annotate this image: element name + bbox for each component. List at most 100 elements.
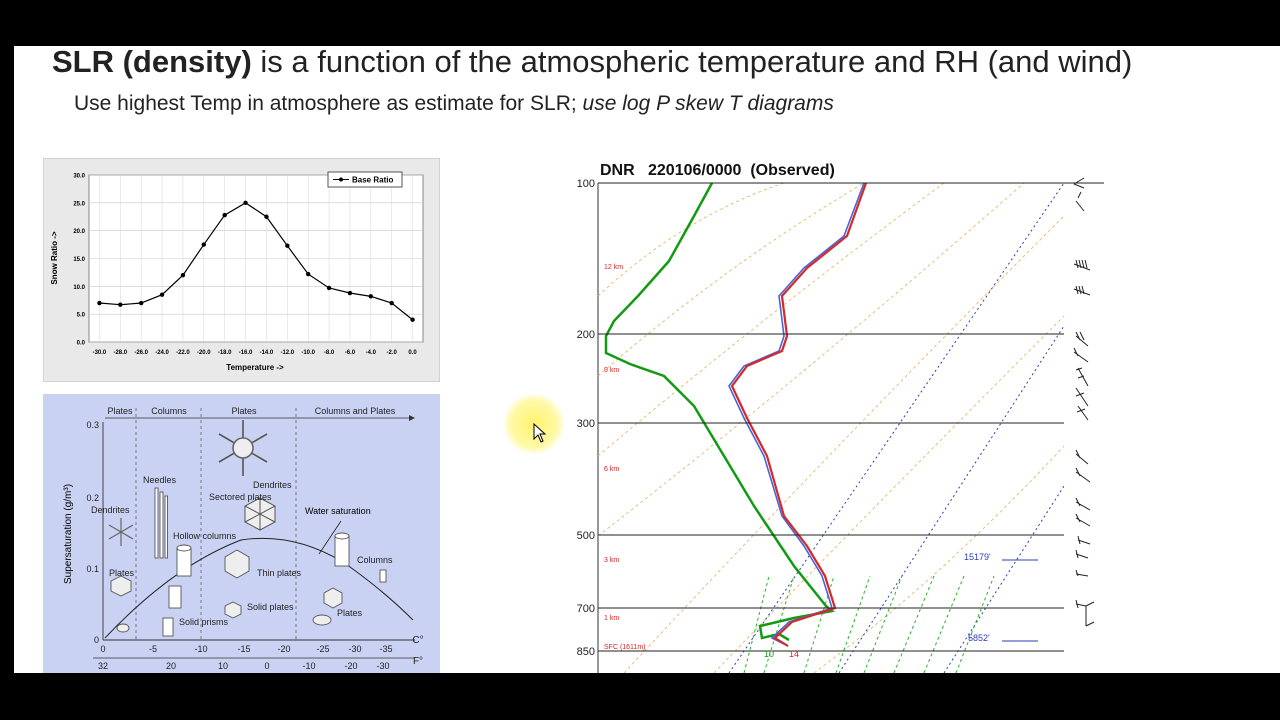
f-tick-0: 0 — [264, 661, 269, 671]
temperature-profile-blue — [728, 183, 865, 647]
h-6km: 6 km — [604, 466, 619, 473]
snow-x-tick: -4.0 — [366, 350, 377, 356]
freezing-height-2: 5852' — [968, 633, 990, 643]
regime-columns-and-plates: Columns and Plates — [315, 406, 396, 416]
dendrite-small-icon — [108, 518, 134, 546]
plate-icon-1 — [110, 575, 132, 597]
solid-plate-icon — [224, 601, 242, 619]
snow-y-tick: 15.0 — [73, 257, 85, 263]
f-tick-m20: -20 — [344, 661, 357, 671]
label-hollow-columns: Hollow columns — [173, 531, 237, 541]
p-200: 200 — [577, 329, 595, 341]
snow-x-tick: -24.0 — [155, 350, 169, 356]
mouse-cursor-icon — [533, 423, 547, 443]
snow-x-tick: -22.0 — [176, 350, 190, 356]
base-ratio-point — [264, 214, 269, 219]
solid-prism-icon — [162, 585, 182, 637]
skewt-sounding: DNR 220106/0000 (Observed) — [577, 162, 1104, 673]
snow-x-tick: -16.0 — [239, 350, 253, 356]
snow-x-tick: -28.0 — [113, 350, 127, 356]
unit-f: F° — [413, 656, 423, 667]
sounding-header: DNR 220106/0000 (Observed) — [600, 162, 835, 179]
snow-legend: Base Ratio — [327, 171, 403, 188]
p-700: 700 — [577, 603, 595, 615]
snow-y-tick: 10.0 — [73, 285, 85, 291]
base-ratio-point — [180, 273, 186, 278]
base-ratio-point — [285, 243, 290, 248]
snow-y-tick: 30.0 — [73, 174, 85, 180]
snow-x-tick: -2.0 — [387, 350, 398, 356]
c-tick-25: -25 — [316, 644, 329, 654]
label-dendrites-2: Dendrites — [253, 480, 292, 490]
p-300: 300 — [577, 418, 595, 430]
base-ratio-point — [243, 200, 248, 206]
base-ratio-point — [97, 300, 102, 306]
column-icon — [334, 532, 387, 583]
base-ratio-line — [99, 202, 413, 321]
p-100: 100 — [577, 178, 595, 190]
base-ratio-point — [368, 294, 374, 299]
freezing-height-1: 15179' — [964, 552, 991, 562]
snow-x-tick: 0.0 — [408, 350, 417, 356]
snow-x-tick: -12.0 — [280, 350, 294, 356]
c-tick-10: -10 — [194, 644, 207, 654]
snow-x-tick: -20.0 — [197, 350, 211, 356]
snow-x-tick: -14.0 — [260, 350, 274, 356]
snow-xlabel: Temperature -> — [226, 363, 284, 372]
base-ratio-point — [159, 292, 165, 297]
base-ratio-point — [118, 302, 123, 307]
h-sfc: SFC (1611m) — [604, 644, 646, 651]
base-ratio-point — [389, 300, 394, 306]
sfc-temp: 14 — [789, 649, 799, 659]
label-sectored-plates: Sectored plates — [209, 492, 272, 502]
needles-icon — [154, 487, 168, 559]
y-tick-01: 0.1 — [86, 564, 99, 574]
c-tick-30: -30 — [348, 644, 361, 654]
sfc-dewpoint: 10 — [764, 649, 774, 659]
p-500: 500 — [577, 530, 595, 542]
f-tick-20: 20 — [166, 661, 176, 671]
unit-c: C° — [412, 635, 423, 646]
snow-y-tick: 25.0 — [73, 201, 85, 207]
h-9km: 9 km — [604, 367, 619, 374]
snow-y-tick: 20.0 — [73, 229, 85, 235]
c-tick-0: 0 — [100, 644, 105, 654]
y-tick-03: 0.3 — [86, 420, 99, 430]
snow-ylabel: Snow Ratio -> — [50, 231, 59, 284]
snow-x-tick: -18.0 — [218, 350, 232, 356]
sectored-plate-icon — [244, 497, 276, 531]
y-tick-0: 0 — [94, 635, 99, 645]
c-tick-35: -35 — [379, 644, 392, 654]
base-ratio-point — [410, 317, 415, 322]
water-saturation-curve — [104, 537, 414, 639]
label-thin-plates: Thin plates — [257, 568, 302, 578]
snow-y-tick: 5.0 — [77, 313, 86, 319]
dewpoint-profile — [604, 183, 835, 642]
base-ratio-point — [305, 271, 311, 277]
label-needles: Needles — [143, 475, 177, 485]
h-12km: 12 km — [604, 264, 623, 271]
regime-plates-1: Plates — [107, 406, 133, 416]
snow-x-tick: -10.0 — [301, 350, 315, 356]
label-solid-plates: Solid plates — [247, 602, 294, 612]
h-1km: 1 km — [604, 615, 619, 622]
dendrite-icon — [218, 420, 268, 476]
base-ratio-point — [138, 300, 144, 306]
regime-columns: Columns — [151, 406, 187, 416]
label-solid-prisms: Solid prisms — [179, 617, 229, 627]
snow-x-tick: -6.0 — [345, 350, 356, 356]
crystal-habit-diagram: Plates Columns Plates Columns and Plates… — [43, 394, 440, 673]
c-tick-5: -5 — [149, 644, 157, 654]
label-plates-1: Plates — [109, 568, 135, 578]
h-3km: 3 km — [604, 557, 619, 564]
f-tick-m10: -10 — [302, 661, 315, 671]
snow-x-tick: -8.0 — [324, 350, 335, 356]
slide: SLR (density) is a function of the atmos… — [14, 46, 1280, 673]
slide-title: SLR (density) is a function of the atmos… — [52, 46, 1133, 79]
y-tick-02: 0.2 — [86, 493, 99, 503]
snow-ratio-chart: 0.0 5.0 10.0 15.0 20.0 25.0 30.0 -30.0 -28.0 -26.… — [43, 158, 440, 382]
water-saturation-label: Water saturation — [305, 506, 371, 516]
snow-y-tick: 0.0 — [77, 341, 86, 347]
f-tick-m30: -30 — [376, 661, 389, 671]
snow-x-tick: -30.0 — [93, 350, 107, 356]
